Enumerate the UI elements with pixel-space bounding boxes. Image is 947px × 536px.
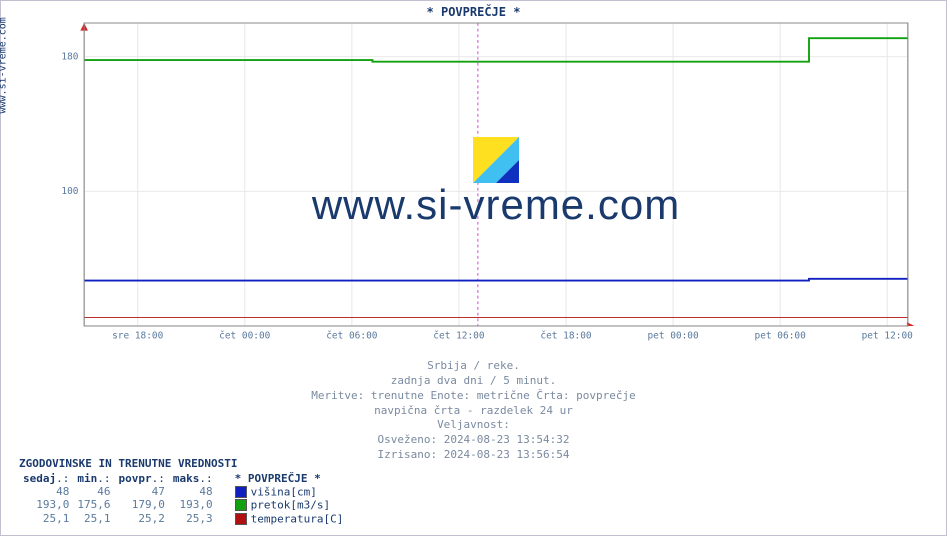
chart-title: * POVPREČJE * [1, 5, 946, 19]
meta-line: zadnja dva dni / 5 minut. [1, 374, 946, 389]
svg-text:pet 06:00: pet 06:00 [755, 330, 807, 341]
svg-text:čet 00:00: čet 00:00 [219, 330, 271, 341]
history-cell: 48 [169, 485, 217, 499]
history-cell: 47 [115, 485, 169, 499]
meta-line: navpična črta - razdelek 24 ur [1, 404, 946, 419]
svg-text:sre 18:00: sre 18:00 [112, 330, 164, 341]
meta-line: Meritve: trenutne Enote: metrične Črta: … [1, 389, 946, 404]
history-col-header: povpr [115, 472, 169, 485]
meta-line: Srbija / reke. [1, 359, 946, 374]
svg-text:100: 100 [61, 186, 78, 197]
chart-container: * POVPREČJE * www.si-vreme.com 100 180 sre… [0, 0, 947, 536]
legend-entry: pretok[m3/s] [217, 498, 348, 512]
legend-swatch-icon [235, 486, 247, 498]
history-cell: 193,0 [169, 498, 217, 512]
legend-label: pretok[m3/s] [251, 499, 330, 512]
table-row: 193,0175,6179,0193,0pretok[m3/s] [19, 498, 347, 512]
history-col-header: maks [169, 472, 217, 485]
y-axis-site-label: www.si-vreme.com [0, 17, 9, 113]
legend-entry: temperatura[C] [217, 512, 348, 526]
history-cell: 48 [19, 485, 73, 499]
legend-swatch-icon [235, 513, 247, 525]
svg-text:pet 12:00: pet 12:00 [862, 330, 914, 341]
chart-metadata: Srbija / reke.zadnja dva dni / 5 minut.M… [1, 359, 946, 463]
history-cell: 25,3 [169, 512, 217, 526]
history-cell: 175,6 [73, 498, 114, 512]
history-cell: 179,0 [115, 498, 169, 512]
history-table: sedajminpovprmaks* POVPREČJE *48464748vi… [19, 472, 347, 526]
legend-label: višina[cm] [251, 485, 317, 498]
history-col-header: min [73, 472, 114, 485]
history-cell: 25,2 [115, 512, 169, 526]
history-title: ZGODOVINSKE IN TRENUTNE VREDNOSTI [19, 457, 347, 470]
svg-text:180: 180 [61, 52, 78, 63]
svg-text:čet 18:00: čet 18:00 [540, 330, 592, 341]
table-row: 25,125,125,225,3temperatura[C] [19, 512, 347, 526]
history-cell: 25,1 [73, 512, 114, 526]
chart-plot: 100 180 sre 18:00 čet 00:00 čet 06:00 čet 12:… [61, 23, 931, 343]
history-cell: 25,1 [19, 512, 73, 526]
history-cell: 193,0 [19, 498, 73, 512]
meta-line: Osveženo: 2024-08-23 13:54:32 [1, 433, 946, 448]
history-legend-header: * POVPREČJE * [217, 472, 348, 485]
svg-text:čet 12:00: čet 12:00 [433, 330, 485, 341]
table-row: 48464748višina[cm] [19, 485, 347, 499]
legend-label: temperatura[C] [251, 512, 344, 525]
legend-swatch-icon [235, 499, 247, 511]
svg-text:pet 00:00: pet 00:00 [647, 330, 699, 341]
history-cell: 46 [73, 485, 114, 499]
history-block: ZGODOVINSKE IN TRENUTNE VREDNOSTI sedajm… [19, 457, 347, 526]
history-col-header: sedaj [19, 472, 73, 485]
svg-text:čet 06:00: čet 06:00 [326, 330, 378, 341]
legend-entry: višina[cm] [217, 485, 348, 499]
meta-line: Veljavnost: [1, 418, 946, 433]
